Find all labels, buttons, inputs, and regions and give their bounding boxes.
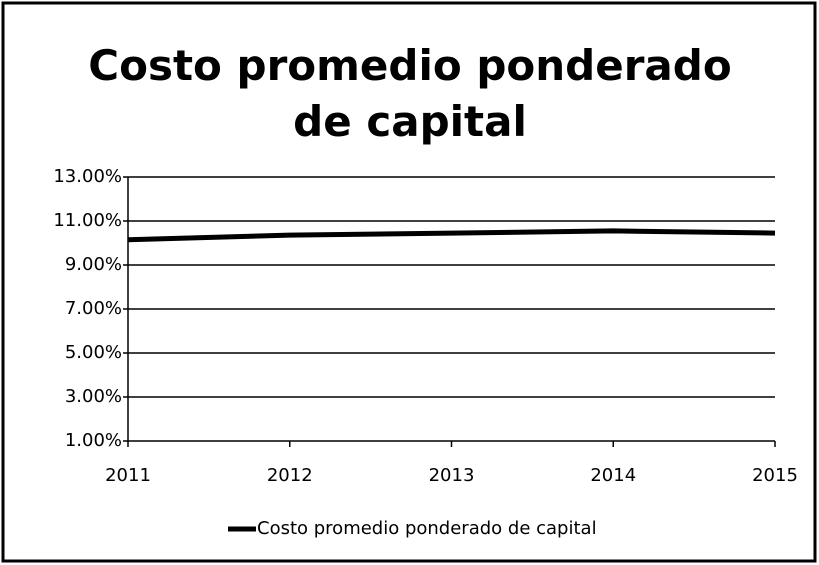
series-line: [127, 228, 776, 243]
y-tick-label: 13.00%: [53, 166, 122, 187]
y-tick-label: 7.00%: [65, 298, 122, 319]
x-tick-label: 2014: [590, 465, 636, 486]
y-tick-label: 1.00%: [65, 430, 122, 451]
y-tick-label: 5.00%: [65, 342, 122, 363]
y-tick-label: 3.00%: [65, 386, 122, 407]
legend-label: Costo promedio ponderado de capital: [257, 518, 597, 539]
x-tick-label: 2012: [267, 465, 313, 486]
chart-title: Costo promedio ponderado de capital: [88, 41, 732, 146]
y-tick-label: 9.00%: [65, 254, 122, 275]
x-tick-label: 2013: [429, 465, 475, 486]
y-tick-label: 11.00%: [53, 210, 122, 231]
x-tick-label: 2015: [752, 465, 798, 486]
x-tick-label: 2011: [105, 465, 151, 486]
